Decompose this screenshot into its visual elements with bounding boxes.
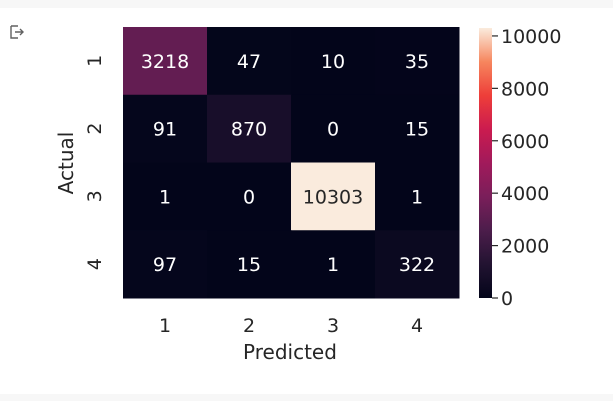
y-axis-ticks: 1 2 3 4 [84, 55, 106, 270]
y-tick-label: 1 [84, 55, 106, 67]
y-axis-label: Actual [54, 132, 78, 195]
colorbar [479, 28, 492, 298]
heatmap-cell [375, 94, 460, 163]
heatmap-cell [123, 230, 208, 299]
colorbar-tick-label: 10000 [501, 26, 561, 48]
heatmap-cell [123, 162, 208, 231]
cell-value-label: 1 [327, 254, 339, 276]
cell-value-label: 3218 [141, 51, 189, 73]
x-axis-ticks: 1 2 3 4 [159, 315, 423, 337]
y-tick-label: 3 [84, 190, 106, 202]
heatmap-cell [123, 94, 208, 163]
heatmap-cell [291, 162, 376, 231]
heatmap-cell [375, 162, 460, 231]
cell-value-label: 47 [237, 51, 261, 73]
heatmap-cells [123, 27, 460, 299]
x-tick-label: 1 [159, 315, 171, 337]
colorbar-tick-label: 0 [501, 288, 513, 310]
output-icon [10, 25, 24, 39]
heatmap-cell [207, 94, 292, 163]
colorbar-tick-label: 2000 [501, 236, 549, 258]
cell-value-label: 35 [405, 51, 429, 73]
colorbar-tick-label: 4000 [501, 183, 549, 205]
colorbar-ticks: 0 2000 4000 6000 8000 10000 [492, 26, 561, 310]
colorbar-tick-label: 8000 [501, 78, 549, 100]
cell-value-label: 322 [399, 254, 435, 276]
cell-value-label: 1 [159, 186, 171, 208]
heatmap-cell [291, 230, 376, 299]
cell-value-label: 97 [153, 254, 177, 276]
x-tick-label: 2 [243, 315, 255, 337]
cell-value-label: 10 [321, 51, 345, 73]
x-tick-label: 3 [327, 315, 339, 337]
heatmap-cell [207, 162, 292, 231]
heatmap-cell [207, 27, 292, 96]
cell-value-label: 1 [411, 186, 423, 208]
cell-value-label: 870 [231, 119, 267, 141]
top-band [0, 0, 613, 8]
bottom-band [0, 394, 613, 401]
heatmap-cell [291, 27, 376, 96]
heatmap-cell [207, 230, 292, 299]
y-tick-label: 4 [84, 258, 106, 270]
cell-value-label: 15 [237, 254, 261, 276]
cell-value-label: 10303 [303, 186, 363, 208]
cell-value-label: 0 [327, 119, 339, 141]
x-axis-label: Predicted [243, 340, 337, 364]
y-tick-label: 2 [84, 123, 106, 135]
heatmap-cell [375, 230, 460, 299]
heatmap-cell [123, 27, 208, 96]
x-tick-label: 4 [411, 315, 423, 337]
colorbar-tick-label: 6000 [501, 131, 549, 153]
cell-value-label: 0 [243, 186, 255, 208]
cell-value-label: 15 [405, 119, 429, 141]
cell-value-label: 91 [153, 119, 177, 141]
heatmap-cell [375, 27, 460, 96]
heatmap-cell [291, 94, 376, 163]
